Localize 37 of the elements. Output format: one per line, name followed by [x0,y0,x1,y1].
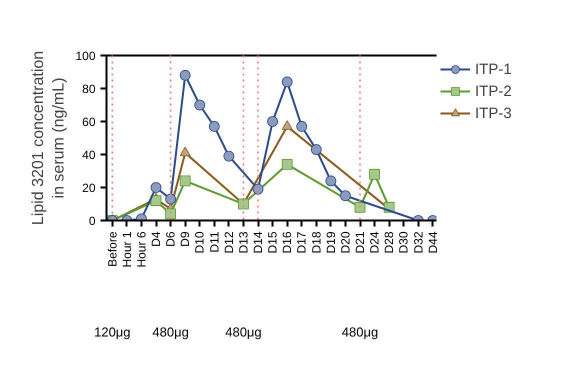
x-tick-label: Hour 6 [134,231,148,268]
text: 480μg [342,324,378,340]
x-tick-label: D44 [426,231,440,254]
x-tick-label: D18 [309,231,324,254]
x-tick-label: D15 [266,231,280,254]
legend-label: ITP-2 [475,82,512,100]
y-tick-label: 0 [88,214,96,228]
x-tick-label: Before [105,231,120,267]
x-tick-label: D12 [222,231,236,254]
x-tick-label: D19 [324,231,338,254]
x-tick-label: Hour 1 [120,231,134,268]
legend-label: ITP-1 [475,60,512,78]
x-tick-label: D16 [280,231,294,254]
y-tick-label: 80 [82,82,96,96]
x-tick-label: D30 [396,231,411,254]
legend-label: ITP-3 [475,104,512,122]
y-tick-label: 40 [82,148,96,162]
x-tick-label: D6 [164,231,178,247]
text: 480μg [225,324,262,340]
x-tick-label: D28 [382,231,396,254]
text: 120μg [94,324,131,340]
x-tick-label: D17 [294,231,309,254]
x-tick-label: D13 [236,231,250,254]
x-tick-label: D32 [411,231,426,254]
text: 480μg [152,324,189,340]
x-tick-label: D20 [338,231,352,254]
y-tick-label: 20 [82,181,96,195]
x-tick-label: D9 [178,231,192,247]
x-tick-label: D11 [207,231,222,253]
x-tick-label: D4 [149,231,164,247]
y-axis-title: Lipid 3201 concentration in serum (ng/mL) [30,50,68,226]
y-tick-label: 60 [82,115,96,129]
x-tick-label: D10 [192,231,207,254]
y-tick-label: 100 [75,49,96,63]
x-tick-label: D24 [368,231,382,254]
x-tick-label: D14 [251,231,266,254]
x-tick-label: D21 [353,231,368,254]
